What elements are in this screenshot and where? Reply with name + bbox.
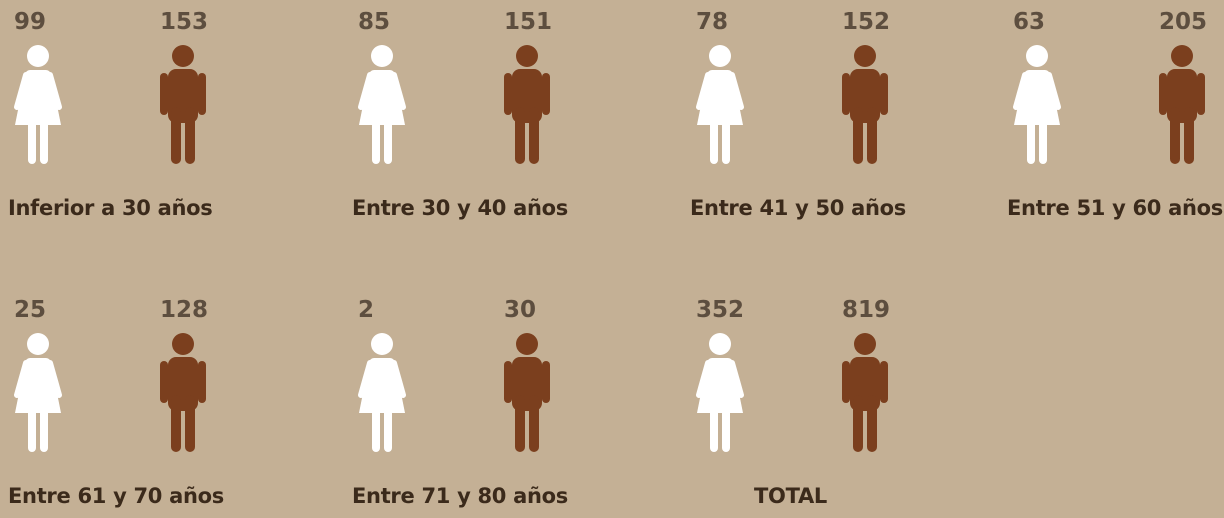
women-count: 99 <box>14 9 47 35</box>
woman-icon <box>11 333 65 457</box>
group-label: TOTAL <box>754 484 828 508</box>
woman-icon <box>693 45 747 169</box>
women-count: 78 <box>696 9 729 35</box>
man-icon <box>160 45 206 169</box>
group-label: Inferior a 30 años <box>8 196 213 220</box>
women-count: 85 <box>358 9 391 35</box>
age-group: 63 205 Entre 51 y 60 años <box>999 0 1224 230</box>
group-label: Entre 51 y 60 años <box>1007 196 1223 220</box>
woman-icon <box>355 45 409 169</box>
group-label: Entre 71 y 80 años <box>352 484 568 508</box>
age-group: 78 152 Entre 41 y 50 años <box>682 0 908 230</box>
man-icon <box>842 45 888 169</box>
group-label: Entre 61 y 70 años <box>8 484 224 508</box>
man-icon <box>160 333 206 457</box>
man-icon <box>1159 45 1205 169</box>
men-count: 153 <box>160 9 209 35</box>
group-label: Entre 41 y 50 años <box>690 196 906 220</box>
woman-icon <box>11 45 65 169</box>
men-count: 819 <box>842 297 891 323</box>
man-icon <box>504 333 550 457</box>
man-icon <box>842 333 888 457</box>
men-count: 152 <box>842 9 891 35</box>
women-count: 352 <box>696 297 745 323</box>
woman-icon <box>693 333 747 457</box>
age-group: 352 819 TOTAL <box>682 288 908 518</box>
man-icon <box>504 45 550 169</box>
age-group: 25 128 Entre 61 y 70 años <box>0 288 226 518</box>
age-group: 85 151 Entre 30 y 40 años <box>344 0 570 230</box>
men-count: 30 <box>504 297 537 323</box>
women-count: 2 <box>358 297 375 323</box>
men-count: 151 <box>504 9 553 35</box>
women-count: 25 <box>14 297 47 323</box>
woman-icon <box>1010 45 1064 169</box>
age-group: 99 153 Inferior a 30 años <box>0 0 226 230</box>
men-count: 128 <box>160 297 209 323</box>
age-group: 2 30 Entre 71 y 80 años <box>344 288 570 518</box>
group-label: Entre 30 y 40 años <box>352 196 568 220</box>
woman-icon <box>355 333 409 457</box>
women-count: 63 <box>1013 9 1046 35</box>
men-count: 205 <box>1159 9 1208 35</box>
